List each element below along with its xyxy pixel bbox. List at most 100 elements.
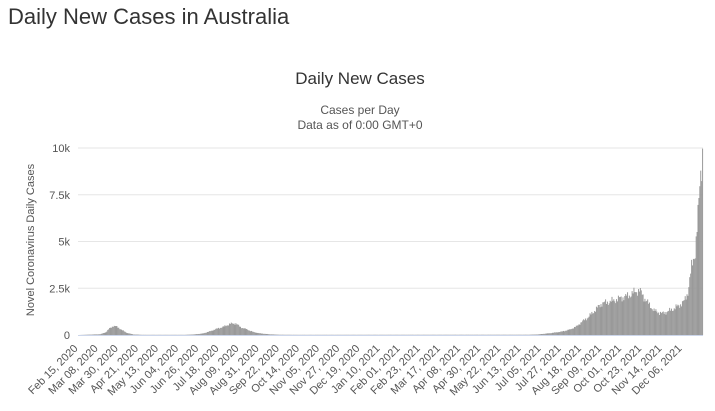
bar — [98, 334, 100, 335]
bar — [268, 334, 270, 335]
bar — [211, 330, 213, 335]
bar — [201, 333, 203, 335]
bar — [586, 318, 588, 335]
bar — [669, 307, 671, 335]
bar — [612, 300, 614, 335]
bar — [221, 327, 223, 335]
bar — [680, 304, 682, 335]
bar — [540, 334, 542, 335]
bar — [601, 306, 603, 335]
bar — [551, 333, 553, 335]
bar — [547, 333, 549, 335]
bar — [651, 309, 653, 335]
bar — [609, 300, 611, 335]
bar — [97, 334, 99, 335]
bar — [587, 317, 589, 335]
bar — [702, 148, 704, 335]
bar — [218, 328, 220, 335]
bar — [566, 330, 568, 335]
bar — [198, 333, 200, 335]
bar — [194, 334, 196, 335]
bar — [615, 303, 617, 335]
bar — [687, 295, 689, 335]
bar — [634, 292, 636, 335]
bar — [632, 293, 634, 335]
bar — [679, 307, 681, 335]
bar — [592, 313, 594, 335]
bar — [583, 319, 585, 335]
bar — [690, 273, 692, 335]
bar — [567, 329, 569, 335]
bar — [538, 334, 540, 335]
bar — [673, 308, 675, 335]
bar — [628, 295, 630, 335]
bar — [273, 334, 275, 335]
bar — [265, 333, 267, 335]
bar — [578, 324, 580, 335]
bar — [584, 318, 586, 335]
bar — [588, 316, 590, 335]
bar — [595, 311, 597, 335]
bar — [603, 302, 605, 335]
bar — [570, 329, 572, 335]
bar — [207, 332, 209, 335]
bar — [604, 301, 606, 335]
bar — [106, 331, 108, 335]
bar — [549, 333, 551, 335]
bar — [568, 329, 570, 335]
bar — [263, 333, 265, 335]
bar — [635, 292, 637, 335]
bar — [557, 332, 559, 335]
bar — [671, 310, 673, 335]
bar — [128, 333, 130, 335]
bar — [95, 334, 97, 335]
bar — [677, 304, 679, 335]
bar — [554, 332, 556, 335]
bar — [215, 328, 217, 335]
bar — [595, 306, 597, 335]
bar — [537, 334, 539, 335]
bar — [688, 287, 690, 335]
bar — [204, 332, 206, 335]
bar — [624, 296, 626, 335]
bar — [545, 333, 547, 335]
bar — [617, 295, 619, 335]
bar — [579, 324, 581, 335]
bar — [219, 327, 221, 335]
bar — [209, 331, 211, 335]
bar — [548, 333, 550, 335]
bar — [623, 300, 625, 335]
bar — [591, 311, 593, 335]
bar — [112, 327, 114, 335]
bar — [259, 333, 261, 335]
bar — [220, 327, 222, 335]
bar — [228, 323, 230, 335]
bar — [678, 305, 680, 335]
bar — [269, 334, 271, 335]
bar — [99, 334, 101, 335]
bar — [585, 320, 587, 335]
bar — [667, 311, 669, 335]
bar — [229, 323, 231, 335]
bar — [650, 308, 652, 335]
bar — [228, 325, 230, 335]
bar — [250, 331, 252, 335]
bar — [539, 334, 541, 335]
bar — [569, 329, 571, 335]
bar — [699, 186, 701, 335]
bar — [237, 324, 239, 335]
bar — [562, 330, 564, 335]
bar — [217, 328, 219, 335]
bar — [627, 292, 629, 335]
bar — [697, 204, 699, 335]
bar — [560, 331, 562, 335]
bar — [239, 326, 241, 335]
bar — [638, 289, 640, 335]
bar — [696, 232, 698, 335]
bar — [245, 329, 247, 335]
bar — [212, 330, 214, 335]
bar — [665, 314, 667, 335]
bar — [666, 312, 668, 335]
bar — [563, 331, 565, 335]
